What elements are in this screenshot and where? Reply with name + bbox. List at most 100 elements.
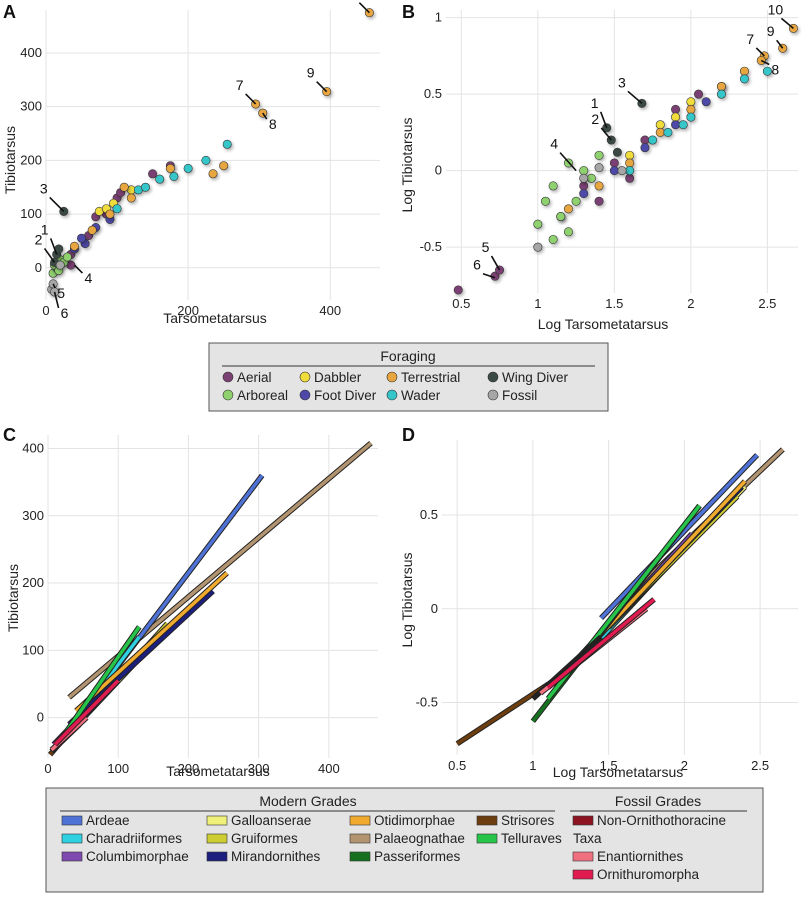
panel-a-label: A bbox=[3, 2, 16, 22]
panel-d-label: D bbox=[402, 425, 415, 445]
point-foot-diver bbox=[671, 120, 681, 130]
panel-d: D 0.5 1 1.5 2 2.5 -0.5 0 0.5 Log Tarsometatarsu… bbox=[399, 425, 798, 780]
x-tick-label: 400 bbox=[319, 303, 341, 318]
annotation-label: 6 bbox=[473, 257, 481, 273]
x-tick-label: 200 bbox=[177, 303, 199, 318]
point-terrestrial bbox=[686, 104, 696, 114]
panel-a-ylabel: Tibiotarsus bbox=[2, 126, 18, 194]
annotation-leader bbox=[780, 17, 794, 29]
point-aerial bbox=[594, 196, 604, 206]
point-wader bbox=[183, 163, 193, 173]
point-fossil bbox=[617, 166, 627, 176]
y-tick-label: 300 bbox=[22, 508, 44, 523]
point-wader bbox=[762, 66, 772, 76]
point-terrestrial bbox=[625, 158, 635, 168]
point-wader bbox=[112, 204, 122, 214]
point-aerial bbox=[640, 135, 650, 145]
point-terrestrial bbox=[219, 161, 229, 171]
panel-a: A 0 200 400 0 100 200 300 400 12 3 4 5 6 7 8 9 10 Tarsom… bbox=[2, 0, 380, 326]
legend-swatch-telluraves bbox=[476, 833, 498, 844]
series-line-mirandornithes bbox=[67, 589, 215, 726]
annotation-leader bbox=[559, 152, 577, 172]
annotation-leader bbox=[490, 255, 501, 271]
legend-label-galloanserae: Galloanserae bbox=[231, 813, 311, 828]
point-fossil bbox=[55, 260, 65, 270]
panel-c-plot: 0 100 200 300 400 0 100 200 300 400 bbox=[22, 435, 378, 776]
legend-swatch-wader bbox=[386, 389, 398, 401]
legend-label-wader: Wader bbox=[401, 388, 441, 403]
annotation-label: 9 bbox=[307, 65, 315, 81]
legend-swatch-galloanserae bbox=[206, 815, 228, 826]
legend-swatch-mirandornithes bbox=[206, 851, 228, 862]
legend-label-telluraves: Telluraves bbox=[501, 831, 562, 846]
y-tick-label: 0 bbox=[35, 260, 42, 275]
point-wader bbox=[739, 74, 749, 84]
annotation-leader bbox=[482, 272, 496, 279]
legend-swatch-arboreal bbox=[222, 389, 234, 401]
legend-swatch-otidimorphae bbox=[349, 815, 371, 826]
panel-c-label: C bbox=[3, 425, 16, 445]
foraging-legend-box bbox=[208, 342, 609, 412]
point-foot-diver bbox=[609, 166, 619, 176]
x-tick-label: 300 bbox=[248, 761, 270, 776]
panel-c-ylabel: Tibiotarsus bbox=[5, 564, 21, 632]
point-arboreal bbox=[571, 196, 581, 206]
legend-label-wing-diver: Wing Diver bbox=[502, 370, 569, 385]
y-tick-label: 400 bbox=[22, 440, 44, 455]
x-tick-label: 2 bbox=[687, 296, 694, 311]
legend-label-mirandornithes: Mirandornithes bbox=[231, 849, 321, 864]
legend-swatch-strisores bbox=[476, 815, 498, 826]
legend-label-dabbler: Dabbler bbox=[314, 370, 362, 385]
point-fossil bbox=[594, 163, 604, 173]
point-arboreal bbox=[548, 181, 558, 191]
point-foot-diver bbox=[579, 189, 589, 199]
grades-legend-box bbox=[45, 787, 764, 893]
legend-swatch-palaeognathae bbox=[349, 833, 371, 844]
modern-grades-title: Modern Grades bbox=[259, 793, 356, 809]
y-tick-label: 0 bbox=[37, 710, 44, 725]
point-terrestrial bbox=[126, 193, 136, 203]
legend-label-palaeognathae: Palaeognathae bbox=[374, 831, 465, 846]
annotation-label: 3 bbox=[40, 180, 48, 196]
x-tick-label: 0 bbox=[44, 761, 51, 776]
point-arboreal bbox=[62, 252, 72, 262]
annotation-label: 1 bbox=[41, 221, 49, 237]
annotation-leader bbox=[776, 39, 784, 49]
point-terrestrial bbox=[208, 169, 218, 179]
legend-label-ornithuromorpha: Ornithuromorpha bbox=[597, 867, 700, 882]
x-tick-label: 1 bbox=[529, 758, 536, 773]
annotation-label: 6 bbox=[61, 305, 69, 321]
point-terrestrial bbox=[105, 209, 115, 219]
foraging-legend: Foraging Aerial Arboreal Dabbler Foot Diver… bbox=[208, 342, 609, 412]
point-aerial bbox=[453, 285, 463, 295]
x-tick-label: 0.5 bbox=[452, 296, 470, 311]
point-arboreal bbox=[579, 166, 589, 176]
annotation-leader bbox=[53, 291, 60, 309]
panel-c-xlabel: Tarsometatarsus bbox=[166, 763, 269, 779]
point-terrestrial bbox=[119, 182, 129, 192]
legend-label-continuation: Taxa bbox=[573, 831, 602, 846]
fossil-grades-title: Fossil Grades bbox=[615, 793, 701, 809]
point-dabbler bbox=[686, 97, 696, 107]
point-wader bbox=[686, 112, 696, 122]
y-tick-label: 0 bbox=[431, 601, 438, 616]
point-foot-diver bbox=[77, 233, 87, 243]
point-terrestrial bbox=[563, 204, 573, 214]
point-fossil bbox=[579, 173, 589, 183]
annotation-label: 4 bbox=[85, 270, 93, 286]
panel-b-ylabel: Log Tibiotarsus bbox=[399, 118, 415, 213]
annotation-leader bbox=[760, 59, 770, 66]
x-tick-label: 2 bbox=[681, 758, 688, 773]
point-wader bbox=[155, 174, 165, 184]
legend-label-fossil: Fossil bbox=[502, 388, 537, 403]
foraging-legend-title: Foraging bbox=[380, 348, 435, 364]
legend-label-gruiformes: Gruiformes bbox=[231, 831, 298, 846]
annotation-leader bbox=[245, 93, 257, 105]
panel-d-ylabel: Log Tibiotarsus bbox=[399, 553, 415, 648]
annotation-label: 10 bbox=[768, 1, 784, 17]
annotation-label: 8 bbox=[269, 116, 277, 132]
annotation-leader bbox=[49, 196, 65, 212]
panel-a-xlabel: Tarsometatarsus bbox=[163, 310, 266, 326]
legend-swatch-ornithuromorpha bbox=[572, 869, 594, 880]
annotation-label: 10 bbox=[346, 0, 362, 2]
